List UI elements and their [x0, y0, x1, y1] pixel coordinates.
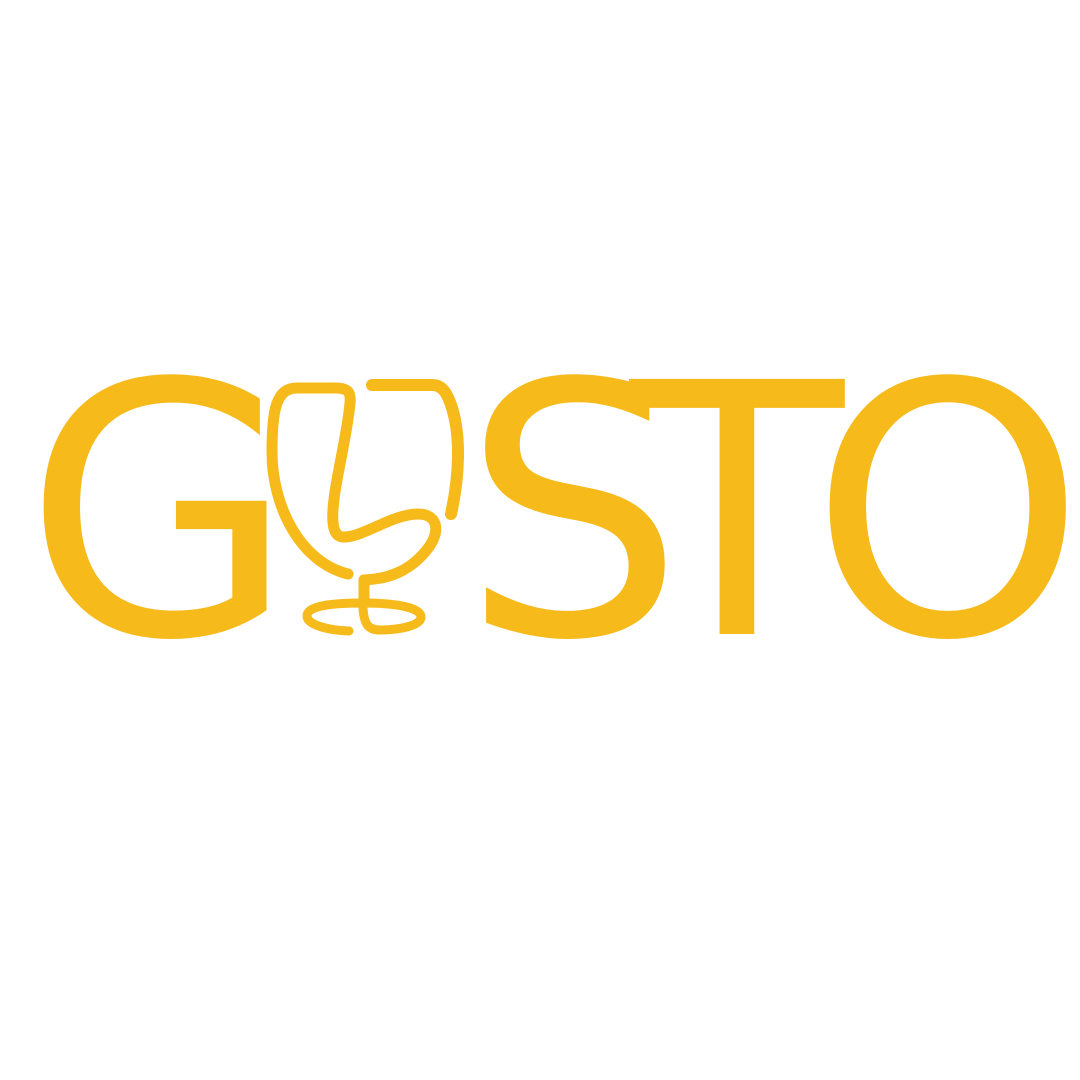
wine-glass-icon — [266, 379, 465, 636]
wine-glass-bowl-left — [266, 382, 442, 586]
letter-t: T — [625, 309, 849, 717]
letter-s: S — [462, 309, 684, 717]
letter-g: G — [24, 309, 295, 717]
letter-o: O — [810, 309, 1080, 717]
wine-glass-base — [302, 598, 426, 636]
wine-glass-bowl-right — [366, 379, 465, 520]
